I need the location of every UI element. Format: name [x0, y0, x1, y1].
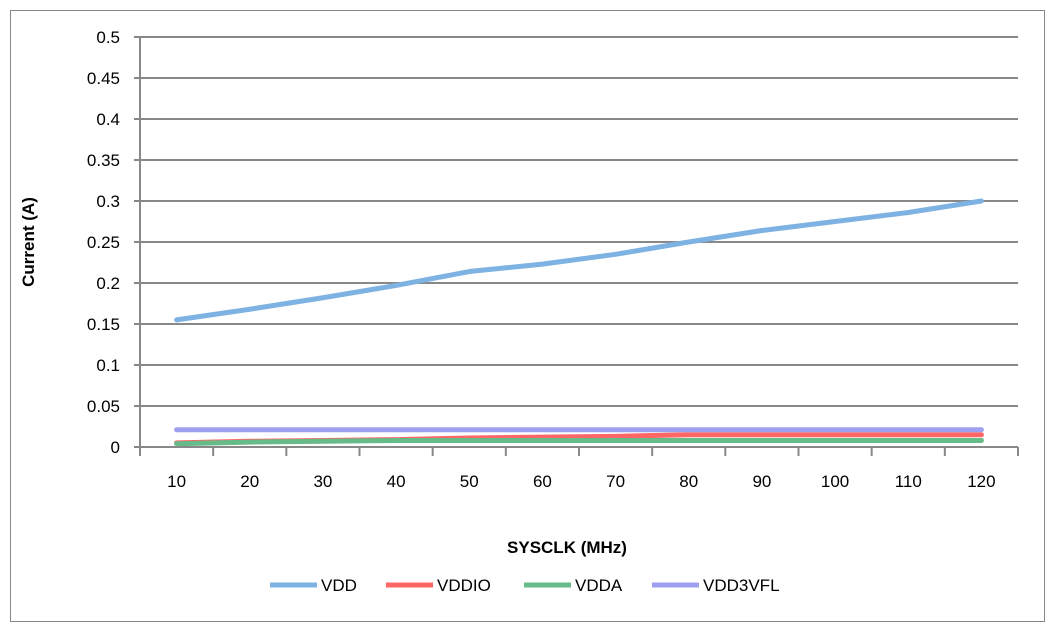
- x-tick-label: 20: [240, 472, 259, 491]
- y-tick-label: 0.1: [96, 356, 120, 375]
- y-tick-label: 0.4: [96, 110, 120, 129]
- x-tick-label: 120: [967, 472, 995, 491]
- y-tick-label: 0: [111, 438, 120, 457]
- y-tick-label: 0.3: [96, 192, 120, 211]
- legend-label: VDDIO: [437, 576, 491, 595]
- chart-frame: [10, 10, 1045, 622]
- x-tick-label: 10: [167, 472, 186, 491]
- x-tick-label: 80: [679, 472, 698, 491]
- y-tick-label: 0.2: [96, 274, 120, 293]
- legend-label: VDDA: [575, 576, 623, 595]
- y-tick-label: 0.15: [87, 315, 120, 334]
- y-tick-label: 0.05: [87, 397, 120, 416]
- x-tick-label: 70: [606, 472, 625, 491]
- y-tick-label: 0.35: [87, 151, 120, 170]
- x-tick-label: 90: [752, 472, 771, 491]
- series-line-vdda: [174, 437, 984, 447]
- x-tick-label: 30: [313, 472, 332, 491]
- y-tick-label: 0.45: [87, 69, 120, 88]
- x-axis-label: SYSCLK (MHz): [507, 538, 627, 557]
- y-tick-label: 0.5: [96, 28, 120, 47]
- y-tick-label: 0.25: [87, 233, 120, 252]
- x-tick-label: 60: [533, 472, 552, 491]
- legend-label: VDD: [321, 576, 357, 595]
- x-tick-label: 50: [460, 472, 479, 491]
- x-tick-label: 110: [895, 472, 922, 491]
- y-axis-label: Current (A): [19, 197, 38, 287]
- x-tick-label: 100: [821, 472, 849, 491]
- x-tick-label: 40: [387, 472, 406, 491]
- legend-label: VDD3VFL: [703, 576, 780, 595]
- series-line-vdd: [174, 198, 984, 323]
